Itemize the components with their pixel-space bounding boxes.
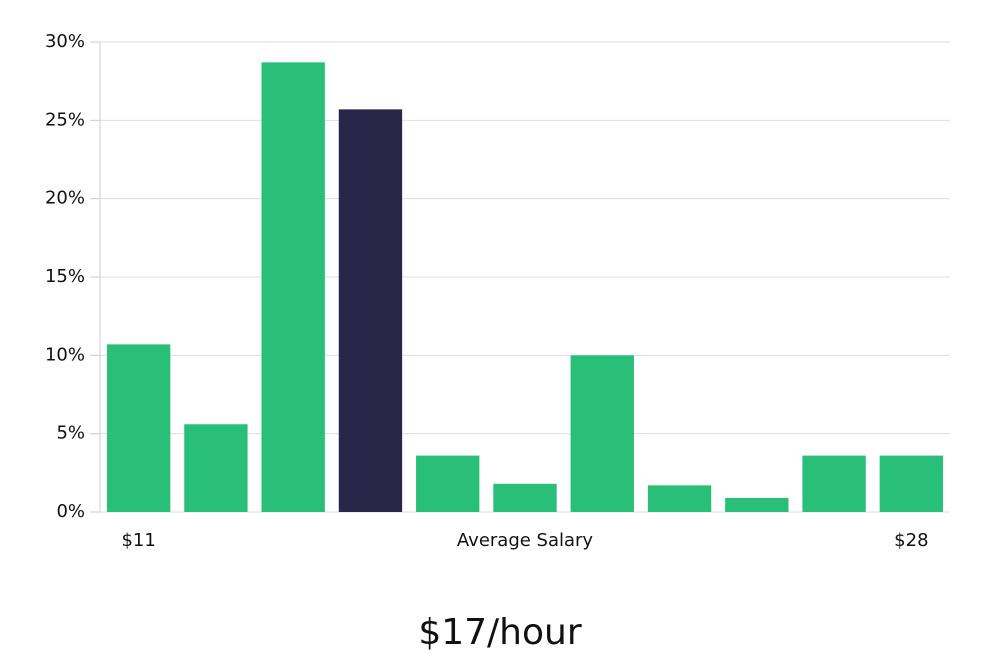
x-tick-label: $28 [894,530,928,551]
bar [416,455,480,512]
bar [725,497,789,512]
y-tick-label: 5% [56,423,85,444]
bar [261,62,325,512]
y-tick-label: 10% [45,344,85,365]
bar [338,109,403,512]
bar [106,344,171,512]
x-tick-label: $11 [121,530,155,551]
y-tick-label: 25% [45,109,85,130]
y-tick-label: 30% [45,31,85,52]
y-tick-label: 20% [45,188,85,209]
bar [184,424,248,512]
bar [647,485,712,512]
bar [570,355,634,512]
bar [802,455,866,512]
caption: $17/hour [418,612,582,653]
bar [493,483,557,512]
y-tick-label: 0% [56,501,85,522]
x-axis-label: Average Salary [457,530,594,551]
y-tick-label: 15% [45,266,85,287]
bar [879,455,944,512]
